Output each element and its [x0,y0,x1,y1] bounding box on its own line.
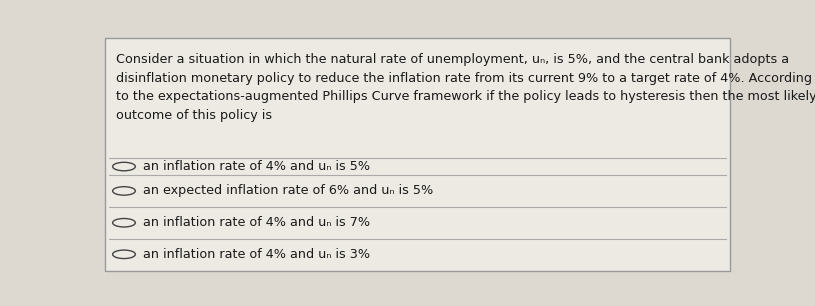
Text: an expected inflation rate of 6% and uₙ is 5%: an expected inflation rate of 6% and uₙ … [143,185,434,197]
Text: an inflation rate of 4% and uₙ is 5%: an inflation rate of 4% and uₙ is 5% [143,160,370,173]
Text: Consider a situation in which the natural rate of unemployment, uₙ, is 5%, and t: Consider a situation in which the natura… [116,53,815,122]
Text: an inflation rate of 4% and uₙ is 7%: an inflation rate of 4% and uₙ is 7% [143,216,370,229]
Text: an inflation rate of 4% and uₙ is 3%: an inflation rate of 4% and uₙ is 3% [143,248,370,261]
FancyBboxPatch shape [105,38,730,271]
